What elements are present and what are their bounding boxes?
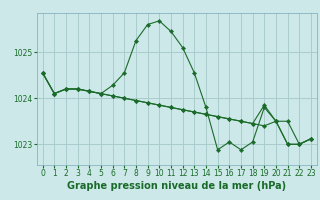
X-axis label: Graphe pression niveau de la mer (hPa): Graphe pression niveau de la mer (hPa) bbox=[67, 181, 286, 191]
